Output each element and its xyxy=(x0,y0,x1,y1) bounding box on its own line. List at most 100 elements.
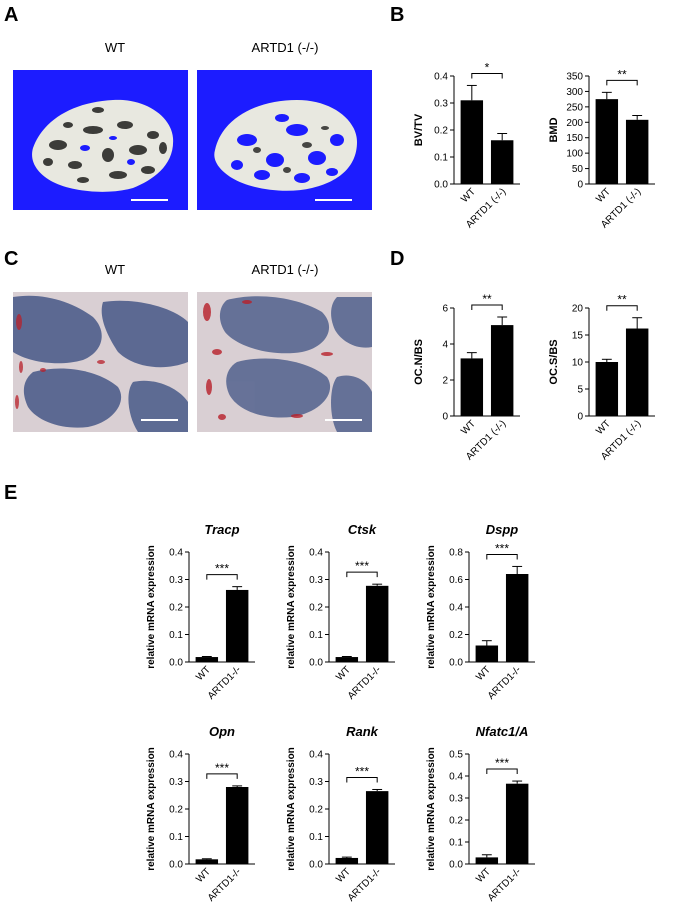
panel-label-d: D xyxy=(390,248,405,270)
y-tick-label: 0.0 xyxy=(169,860,183,871)
x-tick-label: ARTD1-/- xyxy=(346,664,384,702)
significance-label: *** xyxy=(355,764,369,778)
y-tick-label: 0.4 xyxy=(309,548,323,559)
significance-bracket xyxy=(606,79,638,86)
significance-label: *** xyxy=(495,756,509,770)
y-tick-label: 0.4 xyxy=(309,750,323,761)
bar-ko xyxy=(505,783,529,864)
chart-bv-tv: BV/TV 0.0 0.1 0.2 0.3 0.4 WT ARTD1 (-/-) * xyxy=(412,58,537,243)
y-tick-label: 6 xyxy=(442,304,448,315)
bar-ko xyxy=(225,589,249,662)
significance-label: *** xyxy=(215,562,229,576)
y-tick-label: 300 xyxy=(566,87,583,98)
chart-title: Dspp xyxy=(486,522,519,537)
chart-oc-s-bs: OC.S/BS 0 5 10 15 20 WT ARTD1 (-/-) ** xyxy=(547,290,672,480)
y-tick-label: 0.4 xyxy=(169,548,183,559)
y-tick-label: 350 xyxy=(566,72,583,83)
chart-title: Ctsk xyxy=(348,522,377,537)
y-tick-label: 10 xyxy=(572,358,584,369)
chart-title: Nfatc1/A xyxy=(476,724,529,739)
significance-label: ** xyxy=(617,67,627,81)
significance-bracket xyxy=(471,304,503,310)
x-tick-label: WT xyxy=(334,866,353,885)
x-tick-label: ARTD1-/- xyxy=(206,866,244,904)
y-axis-label: relative mRNA expression xyxy=(286,545,297,669)
trap-stain xyxy=(15,314,105,409)
histology-ko-image xyxy=(197,292,372,432)
x-tick-label: ARTD1-/- xyxy=(486,866,524,904)
histology-wt-image xyxy=(13,292,188,432)
y-tick-label: 0.3 xyxy=(449,794,463,805)
y-tick-label: 20 xyxy=(572,304,584,315)
microct-ko-image xyxy=(197,70,372,210)
microct-ko-caption: ARTD1 (-/-) xyxy=(251,40,319,55)
bar-wt xyxy=(335,657,359,662)
significance-bracket xyxy=(606,305,638,311)
y-tick-label: 0.0 xyxy=(449,658,463,669)
x-tick-label: WT xyxy=(194,664,213,683)
microct-wt-image xyxy=(13,70,188,210)
y-tick-label: 0.3 xyxy=(434,99,448,110)
y-tick-label: 0.1 xyxy=(309,832,323,843)
bar-wt xyxy=(595,362,619,416)
y-tick-label: 0.3 xyxy=(309,777,323,788)
trap-stain xyxy=(203,300,333,420)
chart-title: Tracp xyxy=(204,522,239,537)
y-tick-label: 0.4 xyxy=(449,772,463,783)
y-axis-label: relative mRNA expression xyxy=(146,747,157,871)
y-tick-label: 150 xyxy=(566,133,583,144)
y-tick-label: 0.4 xyxy=(449,603,463,614)
y-tick-label: 0.1 xyxy=(434,153,448,164)
y-axis-label: relative mRNA expression xyxy=(426,545,437,669)
bar-ko xyxy=(490,140,514,184)
chart-title: Rank xyxy=(346,724,379,739)
y-tick-label: 0.0 xyxy=(449,860,463,871)
significance-bracket xyxy=(346,776,378,783)
bar-wt xyxy=(195,657,219,662)
y-tick-label: 50 xyxy=(572,164,584,175)
y-axis-label: relative mRNA expression xyxy=(426,747,437,871)
y-tick-label: 0.2 xyxy=(449,816,463,827)
y-axis-label: OC.S/BS xyxy=(548,339,560,384)
bone-marrow xyxy=(219,296,372,432)
y-tick-label: 0.5 xyxy=(449,750,463,761)
chart-dspp: Dspp relative mRNA expression 0.0 0.2 0.4 0.6… xyxy=(425,520,555,710)
y-tick-label: 0 xyxy=(442,412,448,423)
y-tick-label: 0.3 xyxy=(169,777,183,788)
y-tick-label: 2 xyxy=(442,376,448,387)
panel-label-b: B xyxy=(390,4,405,26)
y-tick-label: 0.3 xyxy=(309,575,323,586)
y-tick-label: 0.2 xyxy=(169,805,183,816)
bar-ko xyxy=(365,585,389,662)
x-tick-label: ARTD1-/- xyxy=(346,866,384,904)
x-tick-label: WT xyxy=(459,186,478,205)
significance-label: *** xyxy=(355,559,369,573)
y-axis-label: relative mRNA expression xyxy=(286,747,297,871)
bar-wt xyxy=(195,859,219,864)
significance-label: *** xyxy=(495,541,509,555)
chart-rank: Rank relative mRNA expression 0.0 0.1 0.2 0.3… xyxy=(285,722,415,912)
y-tick-label: 0.0 xyxy=(309,658,323,669)
x-tick-label: WT xyxy=(459,418,478,437)
significance-bracket xyxy=(206,574,238,580)
bar-wt xyxy=(460,358,484,416)
histology-wt-caption: WT xyxy=(104,262,126,277)
bar-ko xyxy=(225,787,249,864)
panel-label-c: C xyxy=(4,248,19,270)
bar-wt xyxy=(460,100,484,184)
y-tick-label: 0.0 xyxy=(434,180,448,191)
y-tick-label: 0.4 xyxy=(434,72,448,83)
bar-ko xyxy=(505,574,529,662)
y-tick-label: 0.3 xyxy=(169,575,183,586)
y-tick-label: 0.2 xyxy=(449,630,463,641)
bar-wt xyxy=(475,645,499,662)
y-tick-label: 0 xyxy=(577,180,583,191)
y-tick-label: 0.6 xyxy=(449,575,463,586)
y-axis-label: relative mRNA expression xyxy=(146,545,157,669)
bar-ko xyxy=(625,328,649,416)
significance-label: * xyxy=(485,60,490,74)
y-axis-label: OC.N/BS xyxy=(413,339,425,385)
y-tick-label: 0.8 xyxy=(449,548,463,559)
chart-tracp: Tracp relative mRNA expression 0.0 0.1 0.2 0.… xyxy=(145,520,275,710)
chart-oc-n-bs: OC.N/BS 0 2 4 6 WT ARTD1 (-/-) ** xyxy=(412,290,537,480)
